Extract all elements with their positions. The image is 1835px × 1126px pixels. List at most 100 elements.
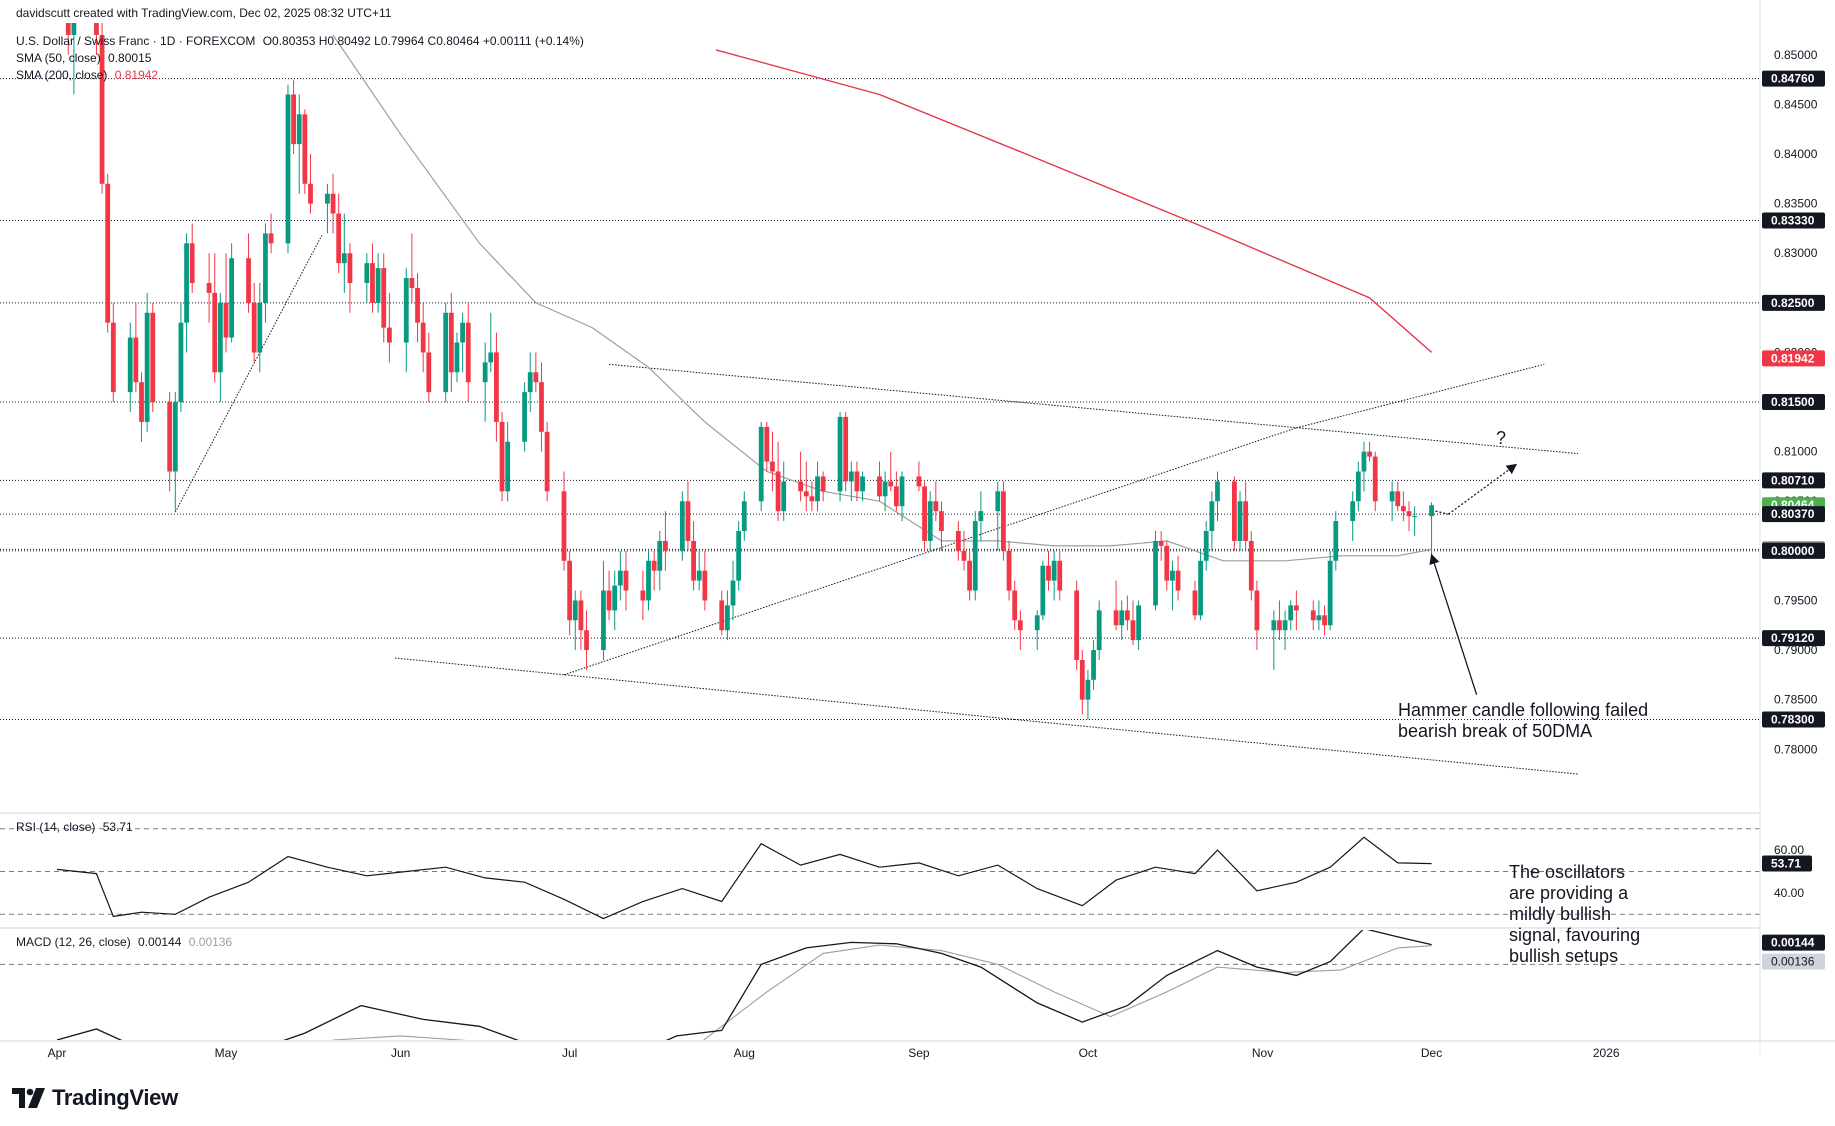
credit-line: davidscutt created with TradingView.com,… <box>16 6 392 20</box>
candle-body <box>770 461 775 472</box>
candle <box>499 411 505 502</box>
candle-body <box>820 476 826 492</box>
oscillator-annotation-line1: The oscillators <box>1509 862 1626 882</box>
candle <box>217 292 223 403</box>
candle-body <box>1074 590 1080 660</box>
candle <box>736 521 742 591</box>
candle <box>150 302 156 412</box>
candle <box>448 292 454 393</box>
candle-body <box>257 302 263 353</box>
price-level-label: 0.81942 <box>1771 351 1815 365</box>
candle <box>251 282 257 363</box>
candle <box>522 382 527 452</box>
candle-body <box>263 233 268 303</box>
candle <box>572 590 578 651</box>
price-axis[interactable]: 0.85000 0.84500 0.84000 0.83500 0.83000 0.825… <box>0 0 1835 1055</box>
candle <box>837 411 843 502</box>
price-tick-label: 0.79000 <box>1774 643 1818 657</box>
candle <box>848 461 854 502</box>
candle-body <box>1017 620 1023 631</box>
candle <box>1254 580 1260 651</box>
candle <box>730 560 736 621</box>
sma50-legend[interactable]: SMA (50, close) 0.80015 <box>16 51 151 65</box>
candle-body <box>1254 590 1260 631</box>
candle <box>651 550 657 591</box>
drawings <box>1429 463 1518 695</box>
candle-body <box>1355 471 1361 502</box>
candle-body <box>522 392 527 442</box>
tradingview-logo[interactable]: TradingView <box>12 1085 178 1111</box>
candle-body <box>922 486 927 541</box>
candle <box>1237 491 1243 551</box>
candle <box>1248 531 1254 601</box>
candle-body <box>105 183 111 323</box>
candle-body <box>375 268 381 303</box>
candle-body <box>1153 540 1158 606</box>
price-tick-label: 0.85000 <box>1774 48 1818 62</box>
candle <box>967 550 973 601</box>
candle <box>719 590 725 636</box>
candle <box>685 481 691 551</box>
candle-body <box>370 263 375 303</box>
candle-body <box>443 312 449 393</box>
sma200-legend[interactable]: SMA (200, close) 0.81942 <box>16 68 158 82</box>
candle <box>229 243 235 343</box>
rsi-legend[interactable]: RSI (14, close) 53.71 <box>16 820 133 834</box>
candle <box>544 421 550 502</box>
candle-body <box>1389 491 1395 502</box>
candle <box>882 471 888 512</box>
price-tick-label: 0.83000 <box>1774 246 1818 260</box>
moving-averages <box>332 34 1433 562</box>
candle <box>567 550 573 636</box>
candle <box>606 570 612 621</box>
time-tick-label: Aug <box>734 1046 755 1060</box>
candle <box>426 332 432 403</box>
candle-body <box>561 491 567 561</box>
candle-body <box>302 114 308 184</box>
candle-body <box>1175 570 1181 591</box>
candle-body <box>955 531 961 551</box>
trendline <box>609 363 1579 455</box>
time-tick-label: Oct <box>1079 1046 1098 1060</box>
candle <box>1085 669 1091 720</box>
candle-body <box>381 268 387 328</box>
time-tick-label: Apr <box>48 1046 67 1060</box>
candle-body <box>978 511 984 522</box>
price-tick-label: 0.84000 <box>1774 147 1818 161</box>
candle <box>640 570 646 621</box>
candle <box>781 461 787 522</box>
price-level-marker: 0.81500 <box>1762 394 1825 411</box>
macd-legend[interactable]: MACD (12, 26, close) 0.00144 0.00136 <box>16 935 232 949</box>
candle <box>302 109 308 194</box>
price-level-marker: 0.82500 <box>1762 294 1825 311</box>
price-level-label: 0.80370 <box>1771 507 1815 521</box>
candle-body <box>1012 590 1018 621</box>
candle <box>1288 600 1294 631</box>
candle <box>843 411 849 492</box>
candle-body <box>415 287 420 323</box>
macd-value-badge <box>1762 934 1825 951</box>
candle <box>370 243 375 313</box>
candle-body <box>1034 615 1040 631</box>
price-tick-label: 0.84500 <box>1774 97 1818 111</box>
candle <box>933 481 939 522</box>
candle-body <box>1310 610 1316 621</box>
candle <box>1282 610 1288 651</box>
candle-body <box>1350 501 1356 522</box>
candle <box>99 23 105 194</box>
candle-body <box>172 402 178 472</box>
candle <box>820 471 826 502</box>
symbol-legend[interactable]: U.S. Dollar / Swiss Franc · 1D · FOREXCO… <box>16 34 584 48</box>
oscillator-annotation-line2: are providing a <box>1509 883 1629 903</box>
candle-body <box>1136 605 1142 641</box>
candle-body <box>1277 620 1282 631</box>
candle <box>1316 600 1322 631</box>
trendline <box>1296 363 1545 429</box>
candle <box>71 23 77 95</box>
candle <box>1040 560 1046 621</box>
candle-body <box>764 426 770 462</box>
time-axis[interactable]: Apr May Jun Jul Aug Sep Oct Nov Dec 2026 <box>48 1046 1620 1060</box>
candle <box>584 610 589 670</box>
symbol-name: U.S. Dollar / Swiss Franc · 1D · FOREXCO… <box>16 34 256 48</box>
